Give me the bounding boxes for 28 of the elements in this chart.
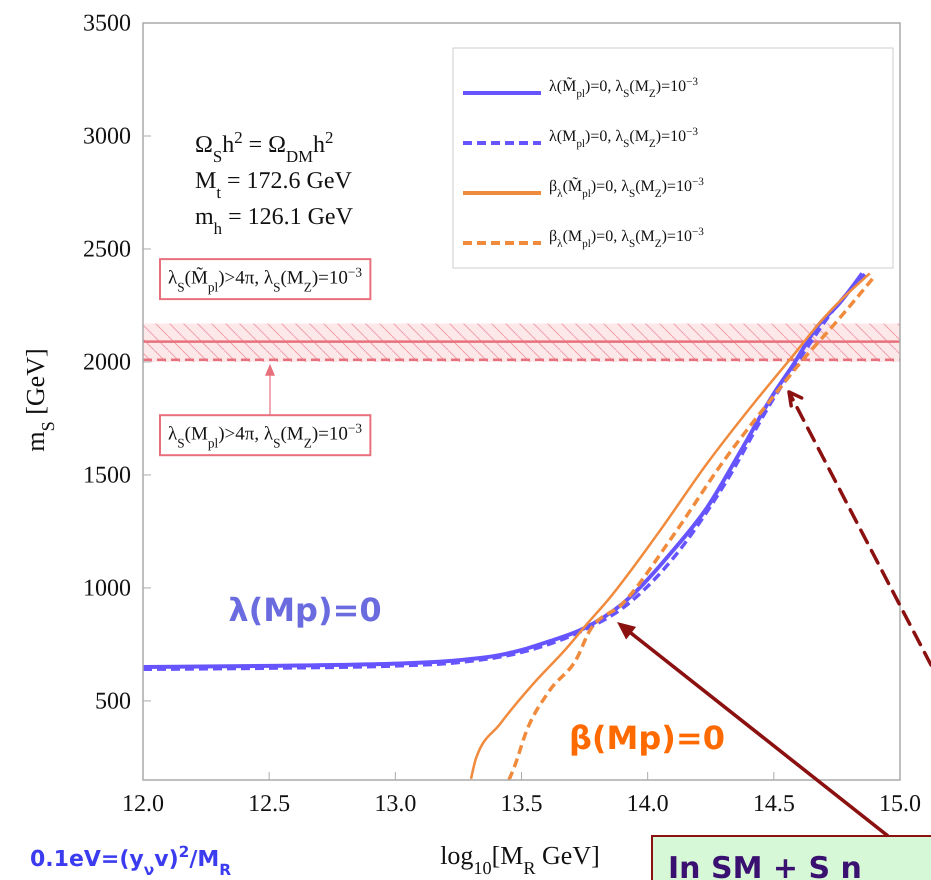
text: λ$_{S}$(M̃$_{pl}$)>4π, λ$_{S}$(M$_{Z}$)=10$^{−3}$ <box>168 264 362 294</box>
text: λ$_{S}$(M$_{pl}$)>4π, λ$_{S}$(M$_{Z}$)=10$^{−3}$ <box>168 420 362 450</box>
x-tick-label: 15.0 <box>879 791 921 818</box>
y-tick-label: 3000 <box>83 124 131 150</box>
annotation: m$_{h}$ = 126.1 GeV <box>195 204 354 238</box>
y-tick-label: 500 <box>95 688 131 715</box>
legend-label: λ(M$_{pl}$)=0, λ$_{S}$(M$_{Z}$)=10$^{−3}$ <box>549 126 698 150</box>
annotation: λ(Mp)=0 <box>228 590 382 629</box>
y-tick-label: 1000 <box>83 576 131 602</box>
x-tick-label: 13.0 <box>374 791 416 818</box>
x-tick-label: 13.5 <box>500 791 542 818</box>
x-tick-label: 14.0 <box>626 791 669 818</box>
x-axis-title: log$_{10}$[M$_{R}$ GeV] <box>440 841 600 878</box>
legend-label: λ(M̃$_{pl}$)=0, λ$_{S}$(M$_{Z}$)=10$^{−3}$ <box>549 76 698 100</box>
annotation: M$_{t}$ = 172.6 GeV <box>195 168 353 202</box>
text: β$_{λ}$(M$_{pl}$)=0, λ$_{S}$(M$_{Z}$)=10$^{−3}$ <box>549 226 704 250</box>
y-tick-label: 2000 <box>83 350 131 376</box>
x-tick-label: 12.0 <box>122 791 164 818</box>
y-tick-label: 3500 <box>83 10 131 37</box>
y-tick-label: 1500 <box>83 462 131 489</box>
x-tick-label: 12.5 <box>248 791 290 818</box>
annotation: Ω$_{S}$h$^{2}$ = Ω$_{DM}$h$^{2}$ <box>195 128 334 166</box>
x-tick-label: 14.5 <box>752 791 795 818</box>
y-tick-label: 2500 <box>83 236 131 263</box>
text: 0.1eV=(y$_{ν}$v)$^{2}$/M$_{R}$ <box>30 843 232 879</box>
annotation: β(Mp)=0 <box>569 718 725 757</box>
text: In SM + S n <box>668 851 862 880</box>
text: β$_{λ}$(M̃$_{pl}$)=0, λ$_{S}$(M$_{Z}$)=10$^{−3}$ <box>549 176 704 200</box>
